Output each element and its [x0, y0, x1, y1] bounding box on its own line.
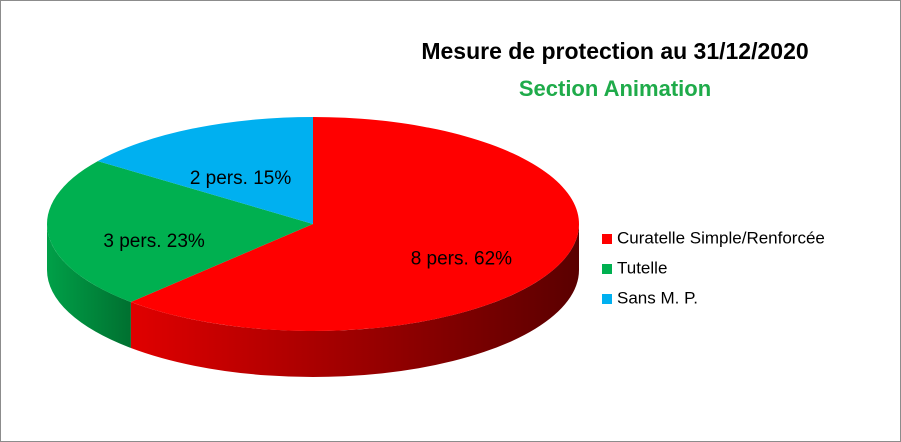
legend-swatch — [602, 294, 612, 304]
data-label: 3 pers. 23% — [103, 231, 204, 252]
slice-side — [130, 224, 580, 377]
legend-label: Sans M. P. — [617, 288, 698, 307]
slice — [47, 161, 314, 302]
slice — [130, 117, 580, 331]
data-label: 2 pers. 15% — [190, 168, 291, 189]
chart-title: Mesure de protection au 31/12/2020 — [421, 38, 808, 64]
legend-label: Tutelle — [617, 258, 667, 277]
legend-label: Curatelle Simple/Renforcée — [617, 228, 825, 247]
slice — [97, 117, 313, 224]
legend-swatch — [602, 264, 612, 274]
data-label: 8 pers. 62% — [411, 249, 512, 270]
chart-subtitle: Section Animation — [519, 76, 711, 101]
slice-side — [47, 224, 131, 348]
legend-swatch — [602, 234, 612, 244]
